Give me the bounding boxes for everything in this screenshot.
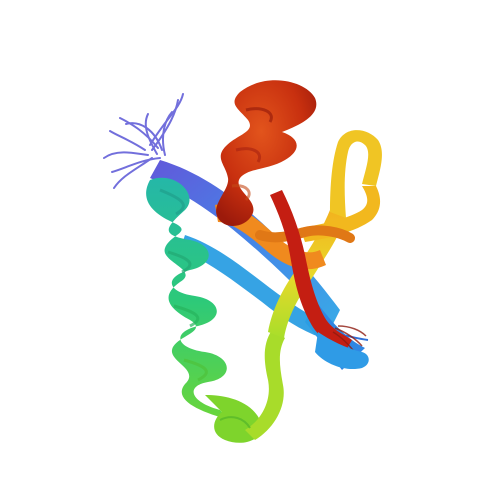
alpha-helix-red: [216, 80, 317, 226]
n-terminal-tails: [103, 93, 184, 189]
beta-strand-blue-tip: [315, 332, 369, 370]
alpha-helix-green: [146, 177, 230, 420]
loop-yellowgreen: [205, 330, 285, 443]
beta-strand-cyan: [180, 235, 330, 338]
